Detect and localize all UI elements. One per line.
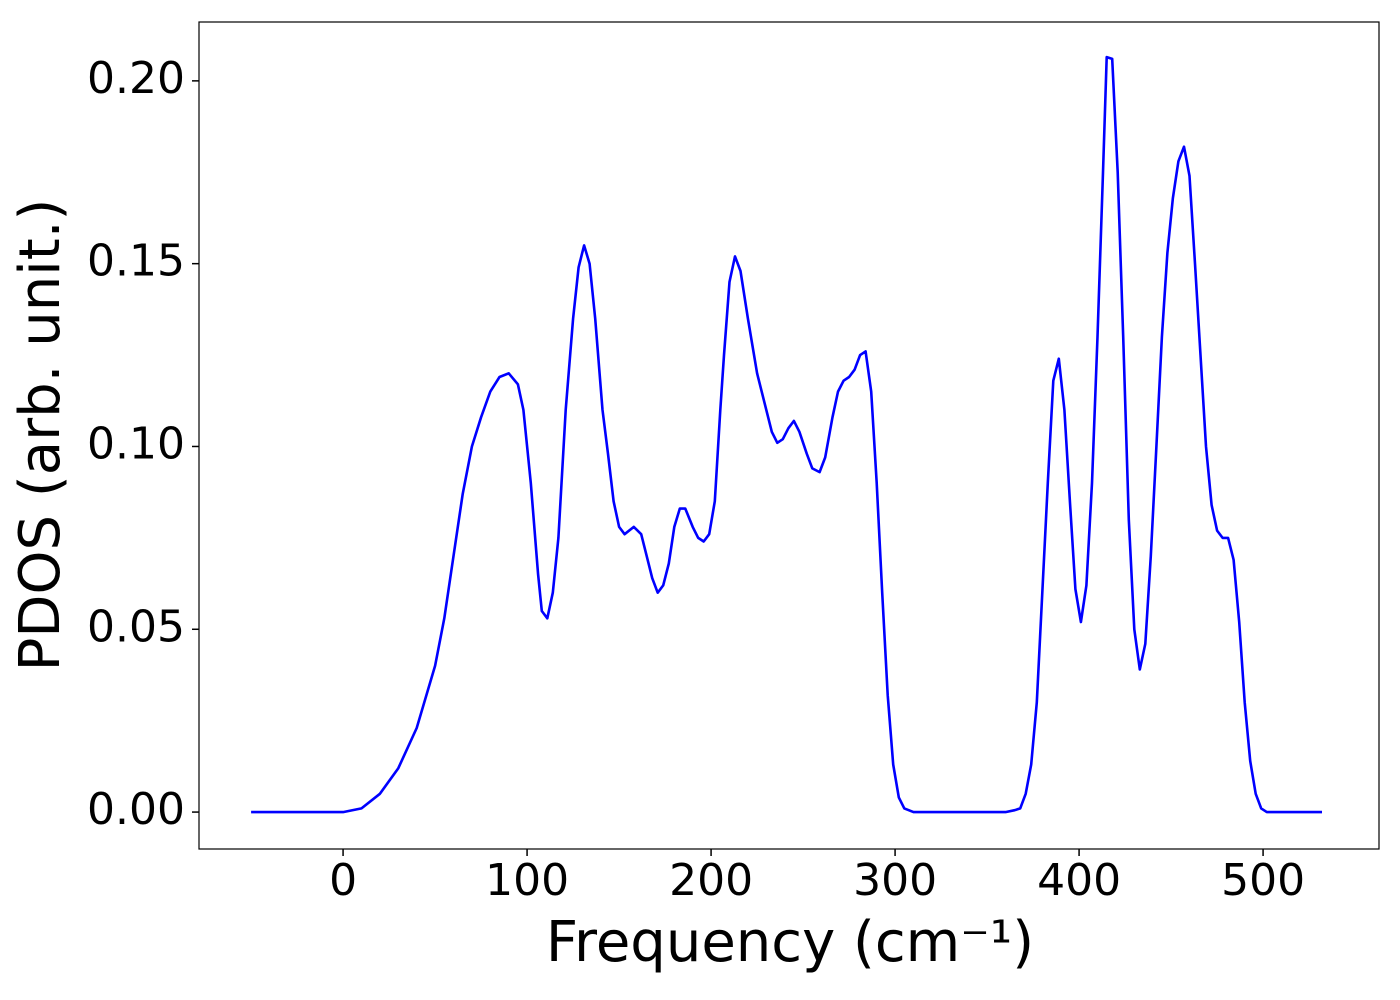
x-tick-label: 0 bbox=[329, 855, 357, 906]
x-tick-label: 200 bbox=[669, 855, 753, 906]
y-tick-label: 0.15 bbox=[87, 236, 185, 287]
y-tick-label: 0.20 bbox=[87, 53, 185, 104]
x-tick-label: 300 bbox=[853, 855, 937, 906]
x-tick-label: 500 bbox=[1221, 855, 1305, 906]
pdos-line bbox=[251, 55, 1322, 814]
y-tick-label: 0.05 bbox=[87, 601, 185, 652]
x-axis-label: Frequency (cm⁻¹) bbox=[546, 910, 1034, 975]
x-tick-label: 100 bbox=[485, 855, 569, 906]
y-tick-label: 0.00 bbox=[87, 784, 185, 835]
y-tick-label: 0.10 bbox=[87, 418, 185, 469]
plot-frame bbox=[198, 21, 1380, 850]
y-axis-label: PDOS (arb. unit.) bbox=[8, 199, 73, 672]
x-tick-label: 400 bbox=[1037, 855, 1121, 906]
